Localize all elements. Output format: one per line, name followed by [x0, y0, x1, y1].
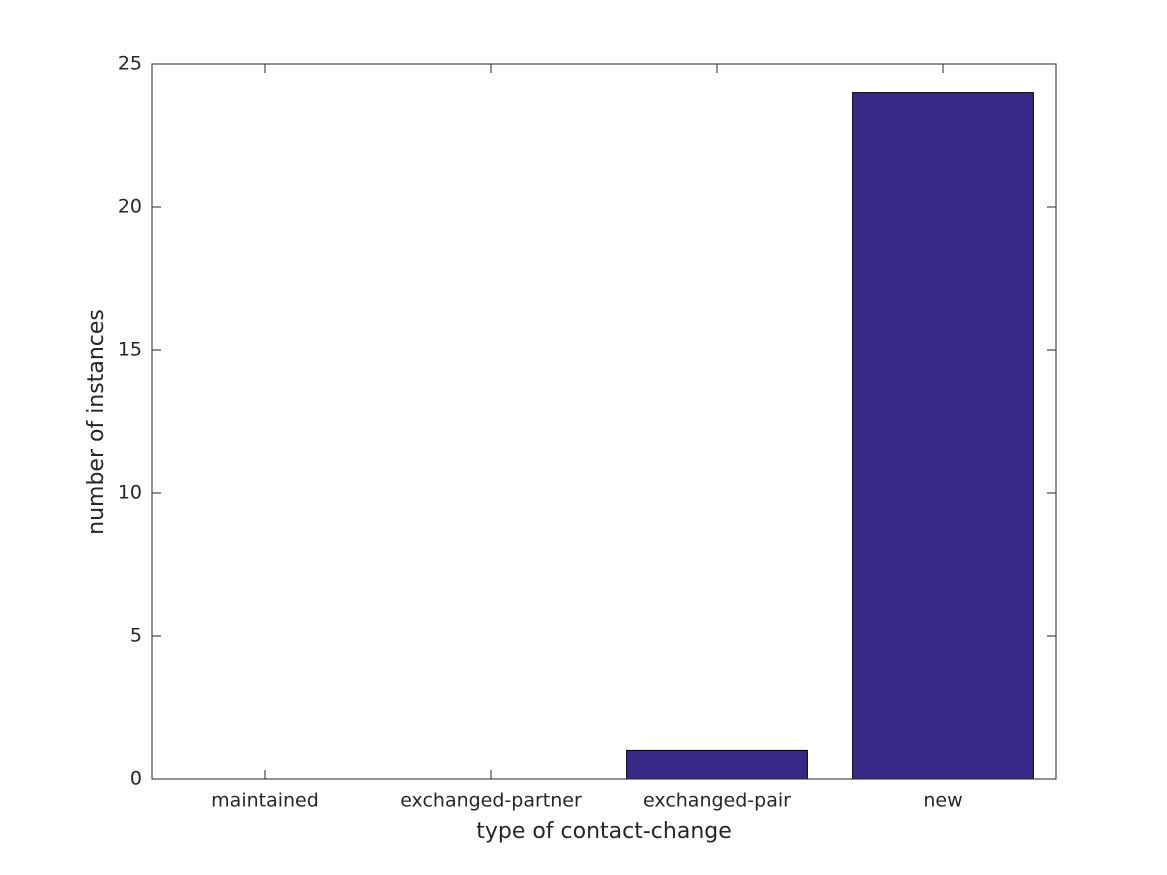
y-tick-label: 15: [118, 339, 142, 361]
y-tick-label: 10: [118, 482, 142, 504]
y-tick-label: 25: [118, 53, 142, 75]
x-tick-label: maintained: [211, 790, 319, 812]
x-tick-label: new: [923, 790, 962, 812]
axes-box: [151, 63, 1057, 780]
y-tick-label: 5: [130, 625, 142, 647]
x-tick-label: exchanged-partner: [400, 790, 582, 812]
y-axis-label: number of instances: [84, 309, 109, 535]
bar: [626, 749, 808, 780]
y-tick-label: 0: [130, 768, 142, 790]
x-axis-label: type of contact-change: [476, 819, 732, 844]
bar: [852, 92, 1034, 780]
x-tick-label: exchanged-pair: [643, 790, 791, 812]
y-tick-label: 20: [118, 196, 142, 218]
